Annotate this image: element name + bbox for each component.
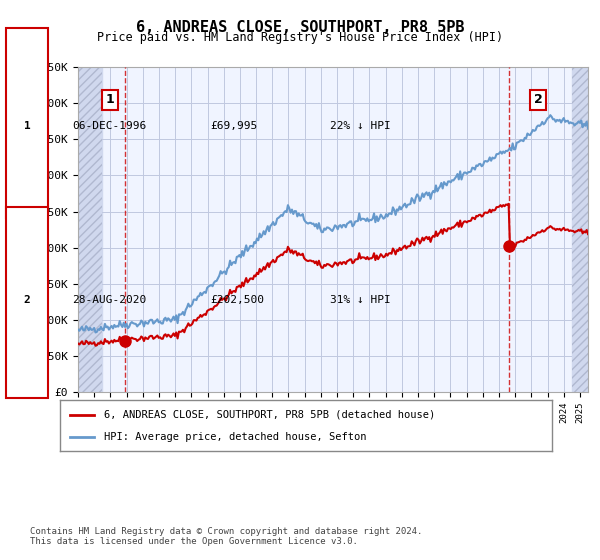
Text: 1: 1 — [23, 121, 31, 131]
Text: 28-AUG-2020: 28-AUG-2020 — [72, 295, 146, 305]
Text: HPI: Average price, detached house, Sefton: HPI: Average price, detached house, Seft… — [104, 432, 367, 442]
Text: 22% ↓ HPI: 22% ↓ HPI — [330, 121, 391, 131]
Text: 6, ANDREAS CLOSE, SOUTHPORT, PR8 5PB (detached house): 6, ANDREAS CLOSE, SOUTHPORT, PR8 5PB (de… — [104, 409, 436, 419]
Text: 2: 2 — [23, 295, 31, 305]
Text: 2: 2 — [534, 94, 542, 106]
Text: £69,995: £69,995 — [210, 121, 257, 131]
Bar — [78, 67, 102, 392]
Text: 06-DEC-1996: 06-DEC-1996 — [72, 121, 146, 131]
Text: 1: 1 — [106, 94, 115, 106]
Text: £202,500: £202,500 — [210, 295, 264, 305]
Text: Contains HM Land Registry data © Crown copyright and database right 2024.
This d: Contains HM Land Registry data © Crown c… — [30, 526, 422, 546]
Bar — [78, 67, 102, 392]
Text: Price paid vs. HM Land Registry's House Price Index (HPI): Price paid vs. HM Land Registry's House … — [97, 31, 503, 44]
Text: 31% ↓ HPI: 31% ↓ HPI — [330, 295, 391, 305]
Text: 6, ANDREAS CLOSE, SOUTHPORT, PR8 5PB: 6, ANDREAS CLOSE, SOUTHPORT, PR8 5PB — [136, 20, 464, 35]
Bar — [572, 67, 588, 392]
Bar — [572, 67, 588, 392]
